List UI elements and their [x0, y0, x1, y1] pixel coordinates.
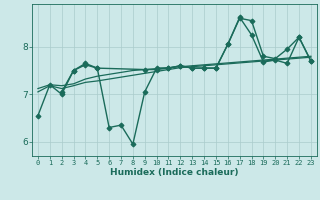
X-axis label: Humidex (Indice chaleur): Humidex (Indice chaleur)	[110, 168, 239, 177]
